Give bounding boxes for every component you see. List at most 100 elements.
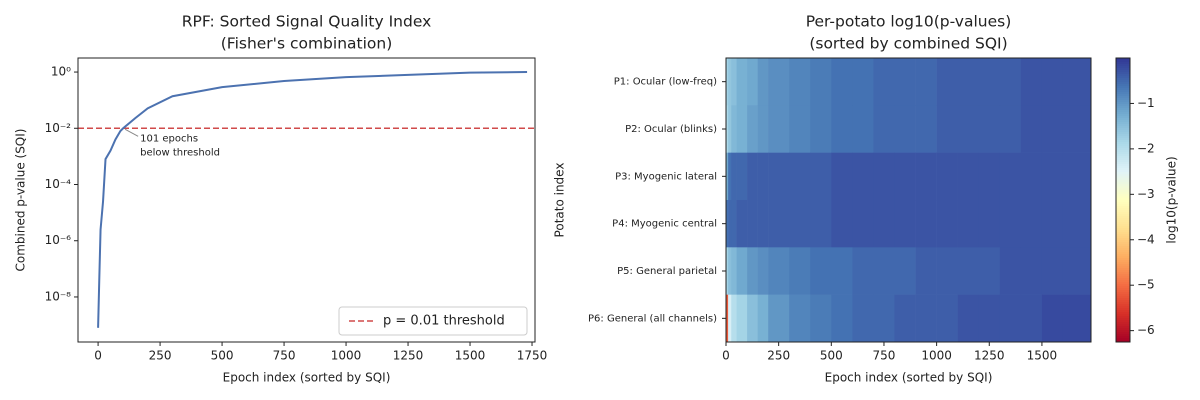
colorbar-step [1116,300,1130,303]
heatmap-cell [1020,152,1043,201]
heatmap-cell [768,200,790,248]
colorbar-step [1116,206,1130,209]
y-tick-label: 10⁻² [45,121,72,135]
heatmap-cell [1062,105,1092,153]
heatmap-cell [768,294,790,343]
x-tick-label: 1500 [1027,349,1058,363]
colorbar-step [1116,338,1130,341]
colorbar-step [1116,114,1130,117]
x-tick-label: 1000 [331,349,362,363]
chart-title: (sorted by combined SQI) [809,35,1007,53]
colorbar-tick-label: −4 [1137,232,1155,246]
heatmap-cell [852,200,874,248]
y-tick-label: 10⁰ [51,65,71,79]
colorbar-step [1116,150,1130,153]
heatmap-cell [852,247,874,295]
colorbar-step [1116,242,1130,245]
x-tick-label: 0 [94,349,102,363]
annotation-text: below threshold [140,147,220,158]
colorbar-step [1116,260,1130,263]
row-label: P5: General parietal [617,266,717,277]
colorbar-step [1116,274,1130,277]
x-tick-label: 500 [211,349,234,363]
heatmap-cell [936,58,958,106]
heatmap-cell [936,294,958,343]
heatmap-cell [1041,294,1064,343]
heatmap-cell [873,58,895,106]
colorbar-step [1116,152,1130,155]
chart-title: RPF: Sorted Signal Quality Index [182,13,432,31]
colorbar-step [1116,120,1130,123]
heatmap-cell [736,152,748,201]
heatmap-cell [726,294,729,343]
colorbar-tick-label: −1 [1137,96,1155,110]
colorbar-step [1116,238,1130,241]
colorbar-step [1116,72,1130,75]
colorbar-step [1116,268,1130,271]
colorbar-step [1116,244,1130,247]
heatmap-cell [726,200,729,248]
colorbar-step [1116,188,1130,191]
colorbar-step [1116,222,1130,225]
colorbar-step [1116,202,1130,205]
colorbar-step [1116,264,1130,267]
heatmap-cell [978,105,1001,153]
heatmap-cell [957,152,980,201]
heatmap-cell [757,58,769,106]
colorbar-step [1116,126,1130,129]
colorbar-step [1116,146,1130,149]
colorbar-step [1116,302,1130,305]
heatmap-cell [1020,105,1043,153]
colorbar-step [1116,138,1130,141]
colorbar-step [1116,258,1130,261]
heatmap-cell [915,294,937,343]
heatmap-cell [894,247,916,295]
colorbar-step [1116,224,1130,227]
heatmap-cell [757,152,769,201]
colorbar-step [1116,192,1130,195]
heatmap-cell [957,105,980,153]
heatmap-cell [873,152,895,201]
y-axis-label: Combined p-value (SQI) [14,129,28,272]
colorbar-step [1116,94,1130,97]
heatmap-cell [747,294,758,343]
heatmap-cell [757,200,769,248]
colorbar-tick-label: −6 [1137,323,1155,337]
heatmap-cell [915,105,937,153]
colorbar-step [1116,130,1130,133]
colorbar-step [1116,156,1130,159]
colorbar-step [1116,190,1130,193]
colorbar-step [1116,234,1130,237]
heatmap-cell [831,247,853,295]
colorbar-step [1116,256,1130,259]
colorbar-step [1116,278,1130,281]
heatmap-cell [957,247,980,295]
colorbar-step [1116,284,1130,287]
x-tick-label: 1500 [455,349,486,363]
colorbar-step [1116,254,1130,257]
colorbar-step [1116,212,1130,215]
heatmap-cell [726,152,729,201]
heatmap-cell [831,152,853,201]
colorbar-step [1116,266,1130,269]
heatmap-cell [831,105,853,153]
row-label: P1: Ocular (low-freq) [614,77,717,88]
row-label: P2: Ocular (blinks) [625,124,717,135]
colorbar-step [1116,248,1130,251]
heatmap-cell [789,200,811,248]
colorbar-step [1116,308,1130,311]
heatmap-cell [1041,247,1064,295]
heatmap-cell [726,247,729,295]
legend-box [338,306,528,336]
heatmap-cell [747,105,758,153]
heatmap-cell [873,105,895,153]
colorbar-step [1116,334,1130,337]
heatmap-cell [831,58,853,106]
heatmap-cell [728,58,732,106]
colorbar-step [1116,324,1130,327]
colorbar-step [1116,196,1130,199]
colorbar-step [1116,172,1130,175]
heatmap-cell [757,294,769,343]
colorbar-step [1116,216,1130,219]
heatmap-cell [728,247,732,295]
